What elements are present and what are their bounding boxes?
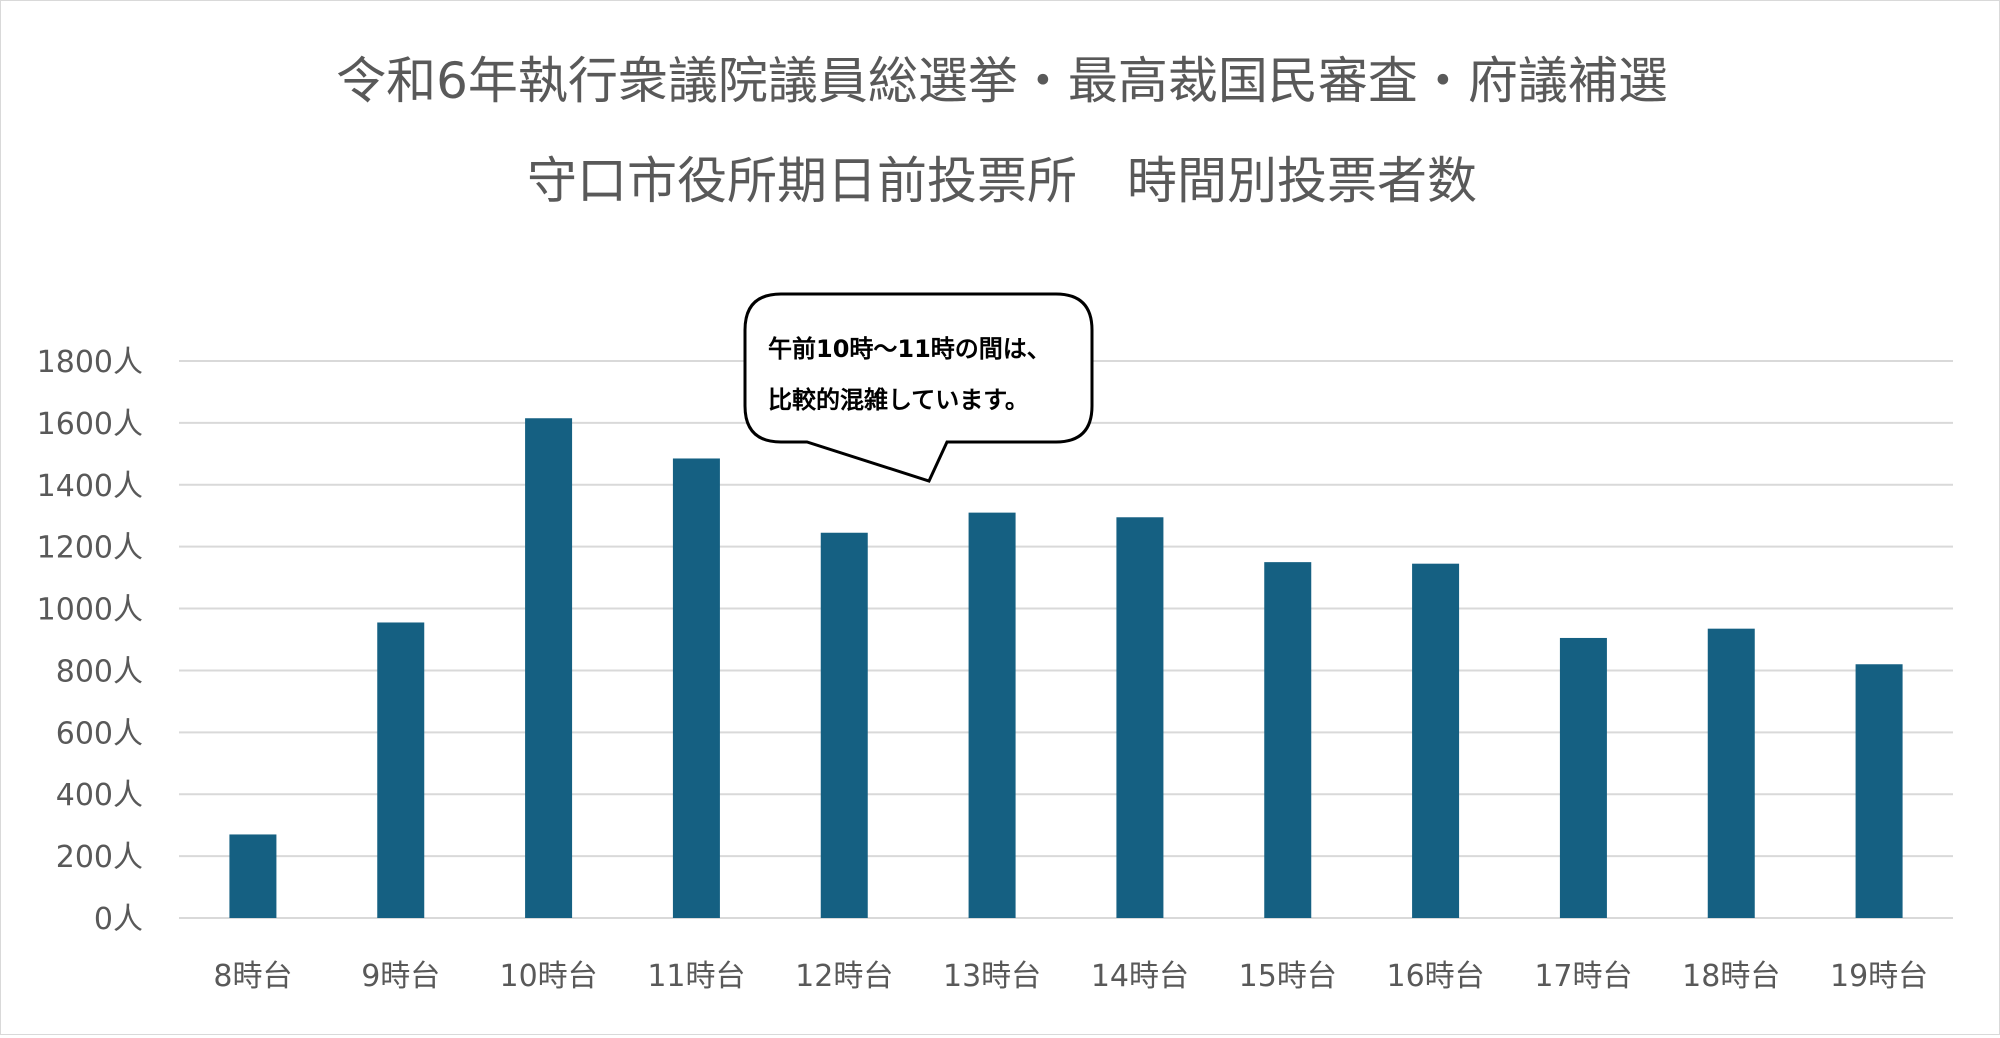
y-tick-label: 1600人 bbox=[37, 407, 143, 442]
bars bbox=[229, 418, 1903, 918]
bar bbox=[1855, 664, 1903, 918]
callout-text-line2: 比較的混雑しています。 bbox=[768, 386, 1029, 414]
y-tick-label: 1200人 bbox=[37, 531, 143, 566]
y-tick-label: 1800人 bbox=[37, 345, 143, 380]
bar bbox=[525, 418, 573, 918]
bar bbox=[1707, 628, 1755, 918]
x-tick-label: 18時台 bbox=[1682, 959, 1780, 994]
bar bbox=[1116, 517, 1164, 918]
x-tick-label: 12時台 bbox=[795, 959, 893, 994]
y-axis-tick-labels: 0人 200人 400人 600人 800人 1000人 1200人 1400人 1600人 18… bbox=[37, 345, 143, 937]
x-tick-label: 9時台 bbox=[361, 959, 440, 994]
y-tick-label: 800人 bbox=[56, 654, 143, 689]
x-axis-tick-labels: 8時台 9時台 10時台 11時台 12時台 13時台 14時台 15時台 16時台 17時台 18… bbox=[213, 959, 1928, 994]
bar bbox=[672, 458, 720, 918]
bar bbox=[820, 532, 868, 918]
bar bbox=[229, 834, 277, 918]
gridlines bbox=[179, 360, 1953, 919]
callout-bubble bbox=[743, 292, 1094, 483]
y-tick-label: 1000人 bbox=[37, 593, 143, 628]
y-tick-label: 200人 bbox=[56, 840, 143, 875]
x-tick-label: 13時台 bbox=[943, 959, 1041, 994]
x-tick-label: 19時台 bbox=[1830, 959, 1928, 994]
chart-title-line1: 令和6年執行衆議院議員総選挙・最高裁国民審査・府議補選 bbox=[336, 52, 1668, 110]
y-tick-label: 600人 bbox=[56, 716, 143, 751]
y-tick-label: 1400人 bbox=[37, 469, 143, 504]
bar bbox=[1264, 562, 1312, 918]
chart-title-line2: 守口市役所期日前投票所 時間別投票者数 bbox=[527, 152, 1477, 210]
callout-text-line1: 午前10時～11時の間は、 bbox=[768, 335, 1051, 363]
x-tick-label: 8時台 bbox=[213, 959, 292, 994]
bar bbox=[377, 622, 425, 918]
x-tick-label: 17時台 bbox=[1534, 959, 1632, 994]
bar bbox=[1559, 637, 1607, 918]
x-tick-label: 15時台 bbox=[1239, 959, 1337, 994]
bar bbox=[968, 512, 1016, 918]
x-tick-label: 10時台 bbox=[499, 959, 597, 994]
x-tick-label: 14時台 bbox=[1091, 959, 1189, 994]
bar bbox=[1412, 563, 1460, 918]
y-tick-label: 400人 bbox=[56, 778, 143, 813]
x-tick-label: 16時台 bbox=[1386, 959, 1484, 994]
x-tick-label: 11時台 bbox=[647, 959, 745, 994]
y-tick-label: 0人 bbox=[94, 902, 143, 937]
annotation-callout: 午前10時～11時の間は、 比較的混雑しています。 bbox=[743, 292, 1094, 483]
